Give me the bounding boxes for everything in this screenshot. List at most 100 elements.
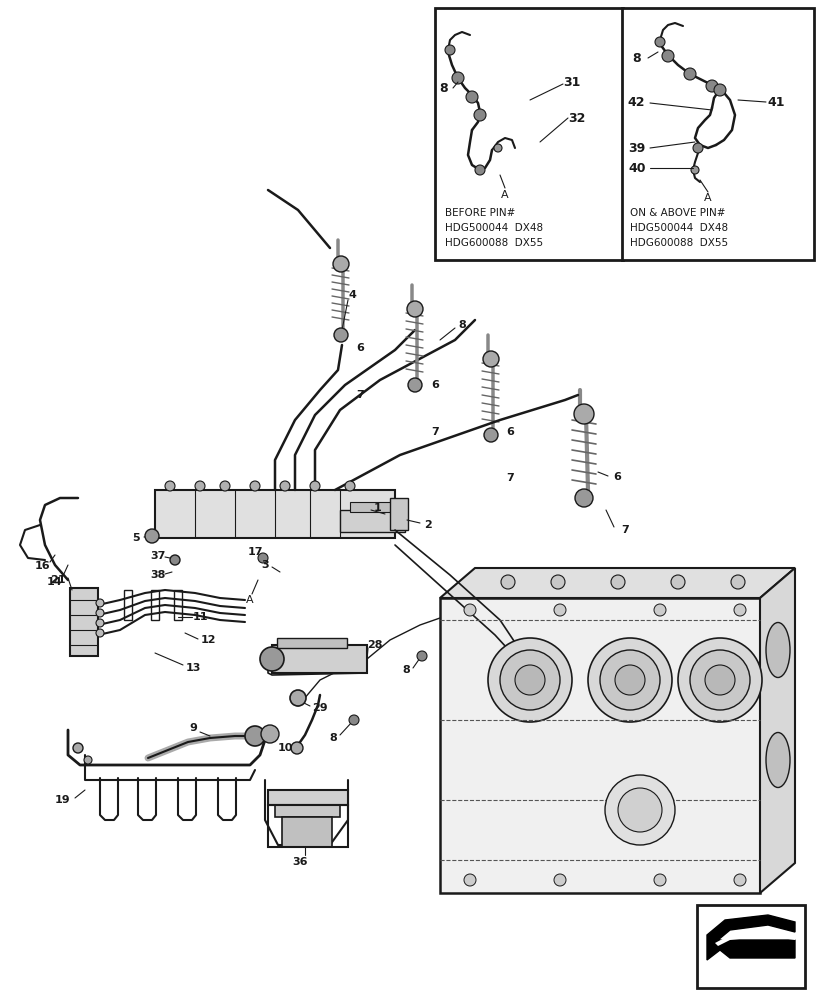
Text: 39: 39 <box>628 141 645 154</box>
Circle shape <box>245 726 265 746</box>
Circle shape <box>333 256 349 272</box>
Circle shape <box>96 629 104 637</box>
Circle shape <box>145 529 159 543</box>
Bar <box>124 590 132 620</box>
Text: 31: 31 <box>563 76 581 89</box>
Text: BEFORE PIN#: BEFORE PIN# <box>445 208 516 218</box>
Text: 4: 4 <box>348 290 356 300</box>
Text: 11: 11 <box>193 612 208 622</box>
Circle shape <box>484 428 498 442</box>
Bar <box>155 490 395 538</box>
Circle shape <box>600 650 660 710</box>
Circle shape <box>731 575 745 589</box>
Circle shape <box>706 80 718 92</box>
Text: 29: 29 <box>313 703 328 713</box>
Text: 13: 13 <box>185 663 201 673</box>
Text: 19: 19 <box>54 795 70 805</box>
Circle shape <box>290 690 306 706</box>
Text: A: A <box>501 190 509 200</box>
Text: 2: 2 <box>424 520 432 530</box>
Bar <box>697 905 805 988</box>
Circle shape <box>678 638 762 722</box>
Text: 6: 6 <box>356 343 364 353</box>
Circle shape <box>691 166 699 174</box>
Text: 7: 7 <box>506 473 514 483</box>
Circle shape <box>310 481 320 491</box>
Circle shape <box>452 72 464 84</box>
Ellipse shape <box>766 622 790 678</box>
Circle shape <box>654 874 666 886</box>
Circle shape <box>334 328 348 342</box>
Circle shape <box>615 665 645 695</box>
Circle shape <box>611 575 625 589</box>
Text: 16: 16 <box>34 561 50 571</box>
Bar <box>174 590 182 620</box>
Circle shape <box>554 604 566 616</box>
Polygon shape <box>707 915 795 960</box>
Ellipse shape <box>766 732 790 788</box>
Circle shape <box>464 874 476 886</box>
Circle shape <box>655 37 665 47</box>
Text: 7: 7 <box>356 390 364 400</box>
Circle shape <box>96 609 104 617</box>
Bar <box>350 502 395 512</box>
Bar <box>282 817 332 847</box>
Circle shape <box>551 575 565 589</box>
Circle shape <box>574 404 594 424</box>
Text: 28: 28 <box>367 640 383 650</box>
Text: 9: 9 <box>189 723 197 733</box>
Circle shape <box>662 50 674 62</box>
Text: ON & ABOVE PIN#: ON & ABOVE PIN# <box>630 208 725 218</box>
Circle shape <box>165 481 175 491</box>
Text: 6: 6 <box>431 380 439 390</box>
Circle shape <box>280 481 290 491</box>
Text: 8: 8 <box>440 82 448 95</box>
Bar <box>268 790 348 805</box>
Text: 7: 7 <box>621 525 629 535</box>
Circle shape <box>671 575 685 589</box>
Circle shape <box>258 553 268 563</box>
Circle shape <box>220 481 230 491</box>
Text: 8: 8 <box>458 320 466 330</box>
Text: 1: 1 <box>374 503 382 513</box>
Text: 5: 5 <box>132 533 140 543</box>
Circle shape <box>195 481 205 491</box>
Circle shape <box>345 481 355 491</box>
Text: HDG600088  DX55: HDG600088 DX55 <box>630 238 728 248</box>
Circle shape <box>349 715 359 725</box>
Bar <box>340 510 405 532</box>
Circle shape <box>408 378 422 392</box>
Text: HDG500044  DX48: HDG500044 DX48 <box>445 223 543 233</box>
Text: 8: 8 <box>632 51 641 64</box>
Text: 36: 36 <box>292 857 308 867</box>
Circle shape <box>705 665 735 695</box>
Circle shape <box>588 638 672 722</box>
Text: 21: 21 <box>51 575 66 585</box>
Circle shape <box>714 84 726 96</box>
Circle shape <box>690 650 750 710</box>
Polygon shape <box>440 568 795 598</box>
Bar <box>70 588 98 656</box>
Circle shape <box>260 647 284 671</box>
Text: 14: 14 <box>47 577 63 587</box>
Circle shape <box>170 555 180 565</box>
Circle shape <box>500 650 560 710</box>
Bar <box>268 805 348 847</box>
Circle shape <box>466 91 478 103</box>
Circle shape <box>554 874 566 886</box>
Text: A: A <box>246 595 254 605</box>
Circle shape <box>483 351 499 367</box>
Polygon shape <box>760 568 795 893</box>
Text: 40: 40 <box>628 161 645 174</box>
Bar <box>277 638 347 648</box>
Circle shape <box>474 109 486 121</box>
Text: 6: 6 <box>613 472 621 482</box>
Text: 41: 41 <box>767 96 785 108</box>
Bar <box>390 498 408 530</box>
Circle shape <box>291 742 303 754</box>
Text: 37: 37 <box>150 551 166 561</box>
Circle shape <box>407 301 423 317</box>
Bar <box>272 645 367 673</box>
Circle shape <box>693 143 703 153</box>
Text: 10: 10 <box>277 743 293 753</box>
